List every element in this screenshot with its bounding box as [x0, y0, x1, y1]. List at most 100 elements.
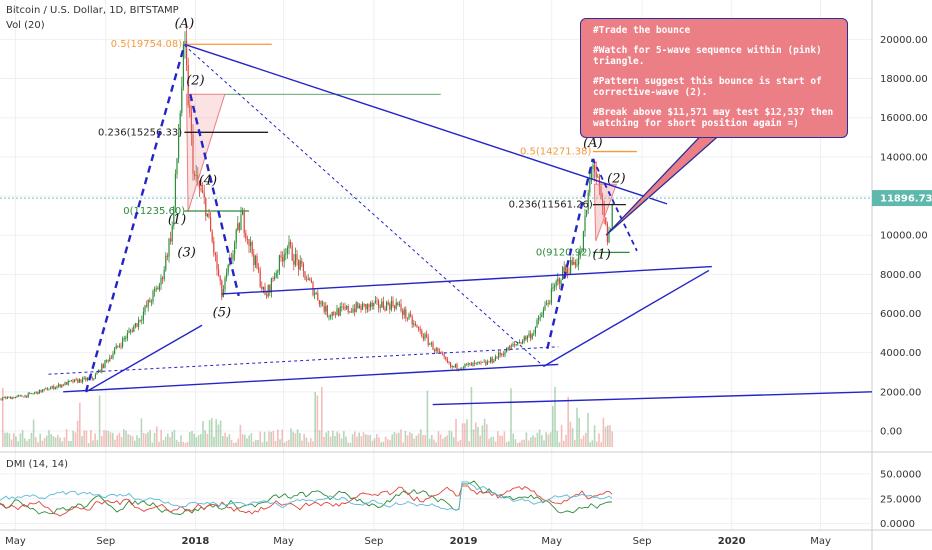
volume-bar	[378, 437, 380, 447]
candle-body	[59, 384, 61, 388]
candle-body	[21, 395, 23, 397]
candle-body	[366, 304, 368, 310]
volume-bar	[96, 440, 99, 447]
volume-bar	[393, 432, 396, 447]
candle-body	[538, 317, 540, 321]
candle-body	[184, 40, 186, 45]
callout-line-3: #Pattern suggest this bounce is start of…	[593, 76, 822, 98]
candle-body	[155, 288, 157, 290]
volume-bar	[360, 436, 363, 447]
dmi-tick-label: 0.0000	[880, 519, 915, 530]
volume-bar	[409, 432, 411, 447]
candle-body	[238, 223, 240, 231]
candle-body	[422, 336, 424, 339]
volume-bar	[151, 442, 154, 447]
volume-bar	[332, 430, 334, 447]
candle-body	[246, 239, 248, 240]
fib-label-0.236-2019: 0.236(11561.26)	[509, 200, 593, 211]
volume-bar	[466, 419, 468, 447]
volume-bar	[479, 435, 481, 447]
candle-body	[14, 396, 16, 399]
candle-body	[315, 292, 317, 294]
volume-bar	[318, 430, 321, 447]
volume-bar	[431, 435, 433, 447]
candle-body	[576, 264, 578, 266]
candle-body	[349, 311, 351, 313]
fib-label-0-2017: 0(11235.60)	[123, 206, 185, 217]
candle-body	[410, 314, 412, 317]
candle-body	[394, 306, 396, 309]
candle-body	[240, 214, 242, 231]
volume-bar	[63, 437, 66, 447]
candle-body	[75, 379, 77, 381]
candle-body	[24, 395, 26, 398]
volume-bar	[8, 433, 11, 447]
candle-body	[141, 319, 143, 321]
candle-body	[106, 360, 108, 361]
candle-body	[133, 326, 135, 332]
volume-bar	[182, 441, 184, 447]
volume-bar	[103, 430, 105, 447]
volume-bar	[600, 442, 602, 447]
volume-bar	[488, 438, 490, 447]
candle-body	[122, 338, 124, 347]
candle-body	[419, 328, 421, 331]
candle-body	[118, 345, 120, 347]
candle-body	[186, 40, 188, 65]
candle-body	[46, 388, 48, 391]
last-price-box	[872, 190, 932, 207]
candle-body	[64, 382, 66, 386]
symbol-title[interactable]: Bitcoin / U.S. Dollar, 1D, BITSTAMP	[6, 5, 179, 16]
candle-body	[288, 241, 290, 248]
x-tick-label: May	[541, 536, 562, 547]
last-price-value[interactable]: 11896.73	[880, 194, 932, 205]
volume-bar	[384, 436, 387, 447]
volume-bar	[369, 434, 371, 447]
candle-body	[282, 257, 284, 262]
volume-bar	[560, 424, 563, 447]
volume-bar	[10, 439, 13, 447]
y-tick-label: 8000.00	[880, 270, 921, 281]
volume-bar	[257, 439, 259, 447]
volume-bar	[189, 432, 191, 447]
volume-bar	[173, 430, 176, 447]
volume-bar	[61, 441, 63, 447]
volume-bar	[373, 438, 376, 447]
candle-body	[3, 397, 5, 399]
y-tick-label: 10000.00	[880, 231, 928, 242]
candle-body	[578, 256, 580, 265]
candle-body	[483, 361, 485, 363]
candle-body	[34, 392, 36, 394]
volume-bar	[411, 433, 413, 447]
volume-bar	[552, 405, 554, 447]
volume-bar	[4, 432, 6, 447]
candle-body	[302, 263, 304, 272]
candle-body	[424, 334, 426, 339]
candle-body	[278, 255, 280, 272]
candle-body	[51, 386, 53, 388]
volume-bar	[576, 407, 578, 447]
candle-body	[547, 303, 549, 305]
candle-body	[259, 270, 261, 287]
candle-body	[558, 278, 560, 285]
volume-bar	[211, 418, 213, 447]
volume-bar	[72, 430, 74, 447]
volume-bar	[54, 437, 57, 447]
volume-bar	[354, 431, 356, 447]
candle-body	[134, 323, 136, 327]
candle-body	[458, 368, 460, 370]
candle-body	[478, 361, 480, 363]
volume-bar	[261, 442, 264, 447]
volume-bar	[32, 419, 35, 447]
candle-body	[181, 87, 183, 113]
candle-body	[309, 278, 311, 281]
candle-body	[549, 302, 551, 304]
volume-bar	[321, 387, 323, 447]
candle-body	[126, 332, 128, 339]
candle-body	[586, 210, 588, 216]
candle-body	[402, 310, 404, 315]
volume-bar	[195, 437, 198, 447]
candle-body	[205, 198, 207, 217]
candle-body	[147, 299, 149, 307]
candle-body	[219, 275, 221, 281]
